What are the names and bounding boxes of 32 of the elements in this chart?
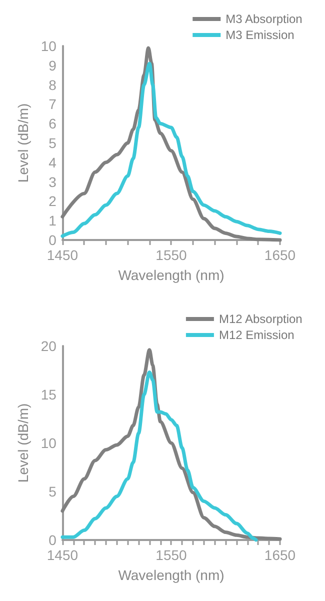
y-tick-label: 0 xyxy=(48,232,57,248)
y-tick-label: 2 xyxy=(48,193,57,210)
y-tick-label: 0 xyxy=(48,532,57,548)
y-tick-label: 5 xyxy=(48,135,57,151)
legend-label: M3 Emission xyxy=(226,28,294,42)
line-series xyxy=(60,370,258,542)
x-tick-label: 1550 xyxy=(156,547,188,563)
y-tick-label: 3 xyxy=(48,174,57,190)
x-tick-label: 1650 xyxy=(264,247,296,263)
y-tick-label: 7 xyxy=(48,96,57,112)
x-tick-label: 1550 xyxy=(156,247,188,263)
y-tick-label: 4 xyxy=(48,154,57,170)
y-tick-label: 5 xyxy=(48,484,57,500)
x-tick-label: 1650 xyxy=(264,547,296,563)
legend-label: M12 Emission xyxy=(218,328,294,342)
x-tick-label: 1450 xyxy=(46,247,78,263)
y-tick-label: 15 xyxy=(40,386,57,402)
x-axis-title: Wavelength (nm) xyxy=(118,567,224,583)
y-axis-title: Level (dB/m) xyxy=(15,103,31,183)
y-tick-label: 6 xyxy=(48,116,57,132)
y-axis-title: Level (dB/m) xyxy=(15,403,31,483)
y-tick-label: 10 xyxy=(40,435,57,451)
legend-label: M12 Absorption xyxy=(218,312,302,326)
y-tick-label: 1 xyxy=(48,212,57,229)
y-tick-label: 10 xyxy=(40,38,57,54)
x-axis-title: Wavelength (nm) xyxy=(118,267,224,283)
legend-label: M3 Absorption xyxy=(226,12,302,26)
y-tick-label: 9 xyxy=(48,57,57,74)
x-tick-label: 1450 xyxy=(46,547,78,563)
y-tick-label: 8 xyxy=(48,76,57,93)
line-series xyxy=(60,348,282,541)
y-tick-label: 20 xyxy=(40,338,57,354)
